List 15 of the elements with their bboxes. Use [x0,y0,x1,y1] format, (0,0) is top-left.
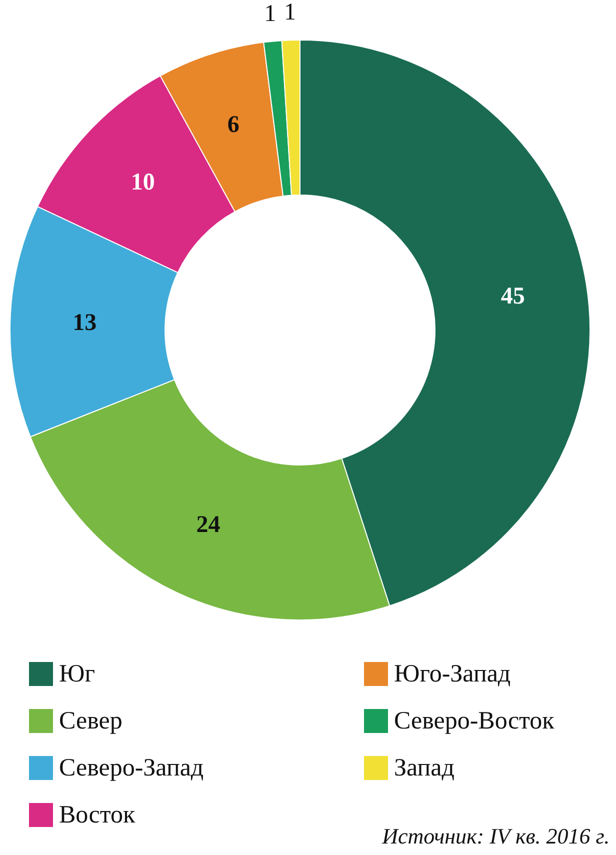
data-label: 45 [500,283,525,310]
data-label: 1 [264,0,276,27]
data-label: 6 [227,112,240,138]
legend-label: Запад [394,754,455,782]
legend-label: Восток [59,802,136,828]
legend-label: Север [59,708,122,734]
legend-label: Юго-Запад [394,660,511,688]
legend-label: Северо-Запад [59,754,204,782]
text: Источник: IV кв. 2016 г. [381,824,610,848]
data-label: 10 [130,169,155,196]
legend-label: Северо-Восток [394,708,556,734]
data-label: 24 [196,512,220,538]
data-label: 13 [72,310,97,336]
data-label: 1 [284,0,296,26]
legend-label: Юг [59,660,95,688]
